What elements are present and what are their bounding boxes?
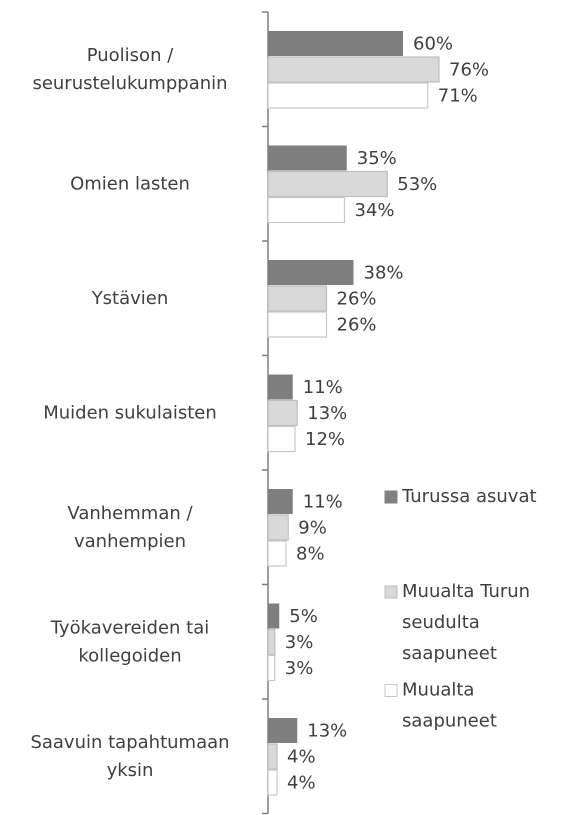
category-label: Omien lasten <box>70 174 190 195</box>
value-label: 11% <box>303 492 343 513</box>
value-label: 11% <box>303 377 343 398</box>
bar <box>267 311 328 338</box>
legend-swatch <box>384 684 398 697</box>
bar <box>267 654 276 682</box>
bar <box>268 374 293 400</box>
bar <box>267 540 287 567</box>
bar <box>267 628 276 656</box>
bar <box>267 56 440 83</box>
value-label: 35% <box>357 148 397 169</box>
value-label: 34% <box>355 200 395 221</box>
value-label: 8% <box>296 544 325 565</box>
value-label: 12% <box>305 429 345 450</box>
category-label: Vanhemman / vanhempien <box>67 503 193 552</box>
value-label: 3% <box>285 658 314 679</box>
bar <box>267 743 278 770</box>
value-label: 13% <box>307 403 347 424</box>
bar <box>267 196 346 224</box>
bar <box>267 399 298 427</box>
value-label: 3% <box>285 632 314 653</box>
category-label: Työkavereiden tai kollegoiden <box>50 618 210 667</box>
bar <box>268 718 298 743</box>
value-label: 60% <box>413 34 453 55</box>
legend-label: Muualta Turun seudulta saapuneet <box>402 581 530 664</box>
bar <box>267 82 429 109</box>
value-label: 13% <box>307 721 347 742</box>
legend-swatch <box>384 585 398 599</box>
category-label: Saavuin tapahtumaan yksin <box>30 732 229 781</box>
bar <box>268 489 293 514</box>
value-label: 26% <box>337 315 377 336</box>
bar <box>267 514 289 541</box>
bar <box>268 31 403 56</box>
bar <box>267 170 388 198</box>
value-label: 53% <box>397 174 437 195</box>
bar <box>267 769 278 796</box>
value-label: 76% <box>449 60 489 81</box>
bar <box>267 285 328 312</box>
value-label: 26% <box>337 289 377 310</box>
value-label: 71% <box>438 86 478 107</box>
value-label: 38% <box>364 263 404 284</box>
value-label: 4% <box>287 773 316 794</box>
bar <box>268 260 354 285</box>
value-label: 4% <box>287 747 316 768</box>
category-label: Ystävien <box>91 288 169 309</box>
bar <box>268 603 280 629</box>
category-label: Puolison / seurustelukumppanin <box>32 45 227 94</box>
legend-swatch <box>384 490 398 504</box>
legend-label: Muualta saapuneet <box>402 680 497 732</box>
bar <box>268 145 347 171</box>
category-label: Muiden sukulaisten <box>43 403 217 424</box>
value-label: 9% <box>298 518 327 539</box>
legend-label: Turussa asuvat <box>401 486 537 507</box>
bar <box>267 425 296 453</box>
value-label: 5% <box>289 606 318 627</box>
